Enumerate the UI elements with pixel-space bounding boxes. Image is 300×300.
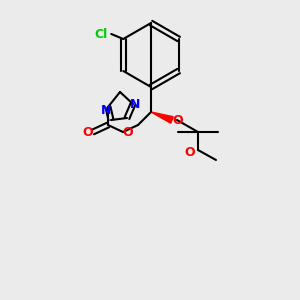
Text: O: O	[123, 125, 133, 139]
Text: N: N	[130, 98, 140, 110]
Polygon shape	[151, 112, 173, 123]
Text: O: O	[185, 146, 195, 158]
Text: Cl: Cl	[95, 28, 108, 40]
Text: O: O	[173, 113, 183, 127]
Text: N: N	[101, 103, 111, 116]
Text: O: O	[83, 125, 93, 139]
